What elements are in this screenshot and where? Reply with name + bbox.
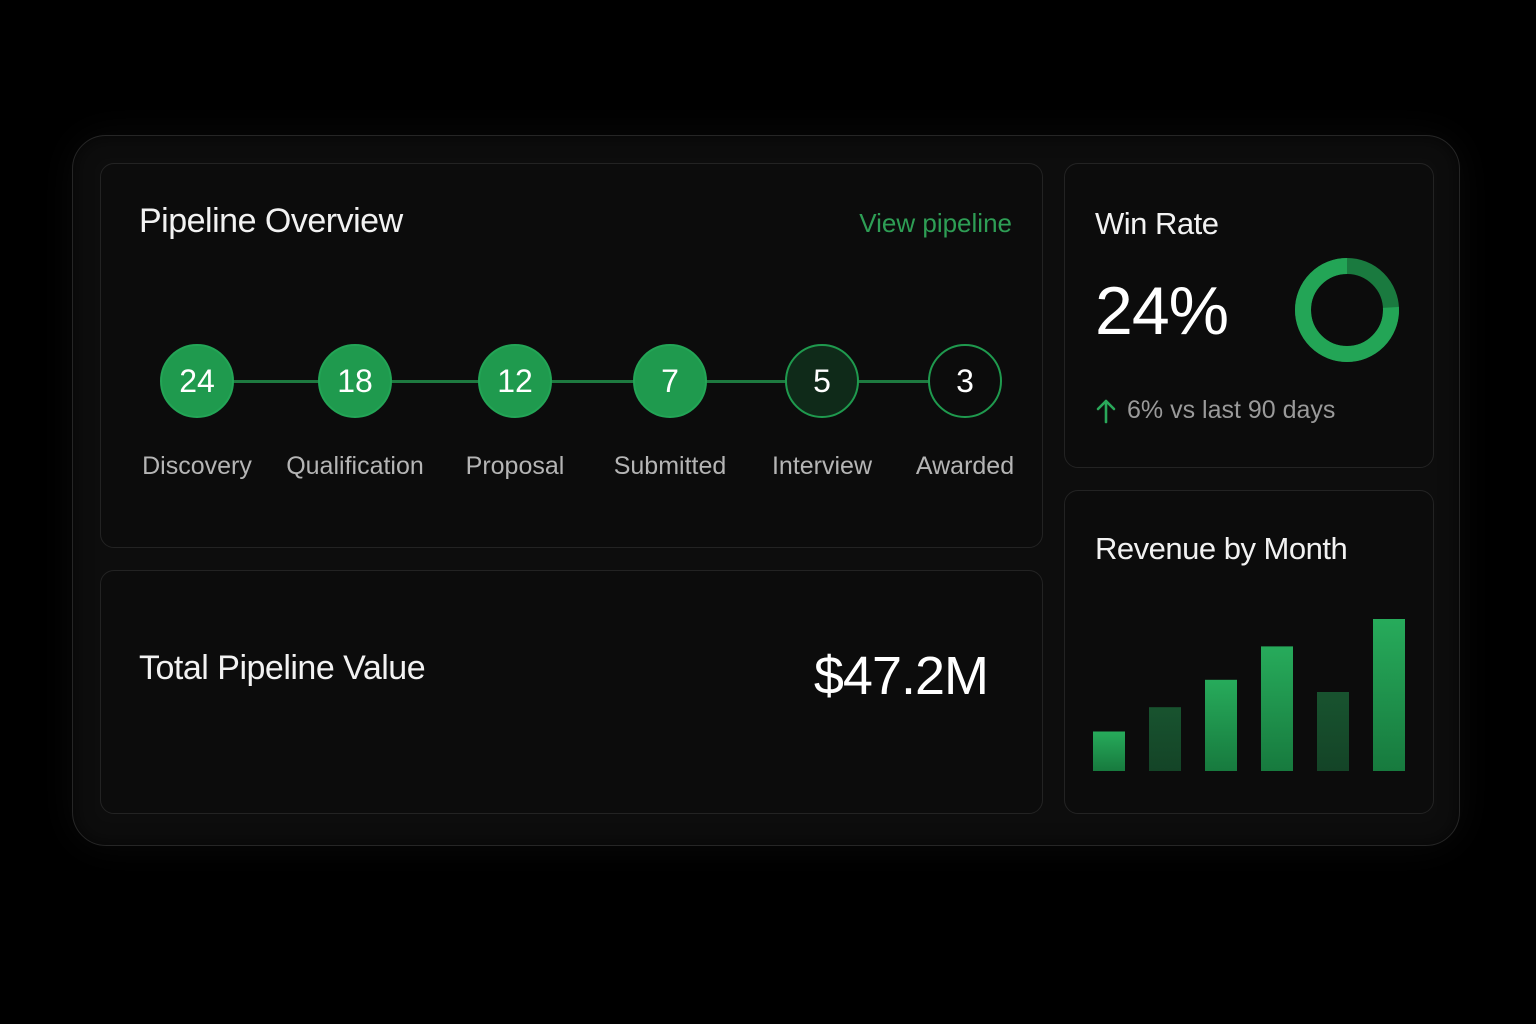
stage-count[interactable]: 5: [785, 344, 859, 418]
stage-count[interactable]: 12: [478, 344, 552, 418]
total-value: $47.2M: [813, 646, 989, 706]
win-rate-value: 24%: [1095, 273, 1229, 349]
donut-arc: [1295, 258, 1399, 362]
win-rate-donut: [1295, 258, 1399, 362]
stage-count[interactable]: 7: [633, 344, 707, 418]
stage-count[interactable]: 3: [928, 344, 1002, 418]
stage-label: Qualification: [286, 452, 424, 480]
stage-label: Interview: [771, 452, 873, 480]
revenue-bar: [1205, 679, 1237, 771]
revenue-card: Revenue by Month: [1064, 490, 1434, 814]
revenue-bar: [1093, 731, 1125, 771]
revenue-bar: [1317, 692, 1349, 771]
revenue-bar-chart: [1093, 619, 1405, 771]
stage-label: Proposal: [465, 452, 565, 480]
pipeline-title: Pipeline Overview: [139, 202, 403, 240]
view-pipeline-link[interactable]: View pipeline: [859, 208, 1012, 238]
revenue-bar: [1373, 619, 1405, 771]
arrow-up-icon: [1096, 399, 1116, 423]
revenue-title: Revenue by Month: [1095, 531, 1348, 566]
stage-count[interactable]: 18: [318, 344, 392, 418]
pipeline-track: [197, 380, 965, 383]
total-pipeline-card: Total Pipeline Value $47.2M: [100, 570, 1043, 814]
stage-label: Awarded: [915, 452, 1015, 480]
win-rate-change: 6% vs last 90 days: [1095, 396, 1335, 425]
stage-label: Discovery: [142, 452, 252, 480]
pipeline-overview-card: Pipeline Overview View pipeline 24 Disco…: [100, 163, 1043, 548]
stage-count[interactable]: 24: [160, 344, 234, 418]
win-rate-card: Win Rate 24% 6% vs last 90 days: [1064, 163, 1434, 468]
revenue-bar: [1261, 646, 1293, 771]
total-title: Total Pipeline Value: [139, 649, 426, 687]
stage-label: Submitted: [613, 452, 727, 480]
revenue-bar: [1149, 707, 1181, 771]
win-rate-title: Win Rate: [1095, 206, 1219, 241]
win-rate-change-text: 6% vs last 90 days: [1127, 396, 1336, 424]
